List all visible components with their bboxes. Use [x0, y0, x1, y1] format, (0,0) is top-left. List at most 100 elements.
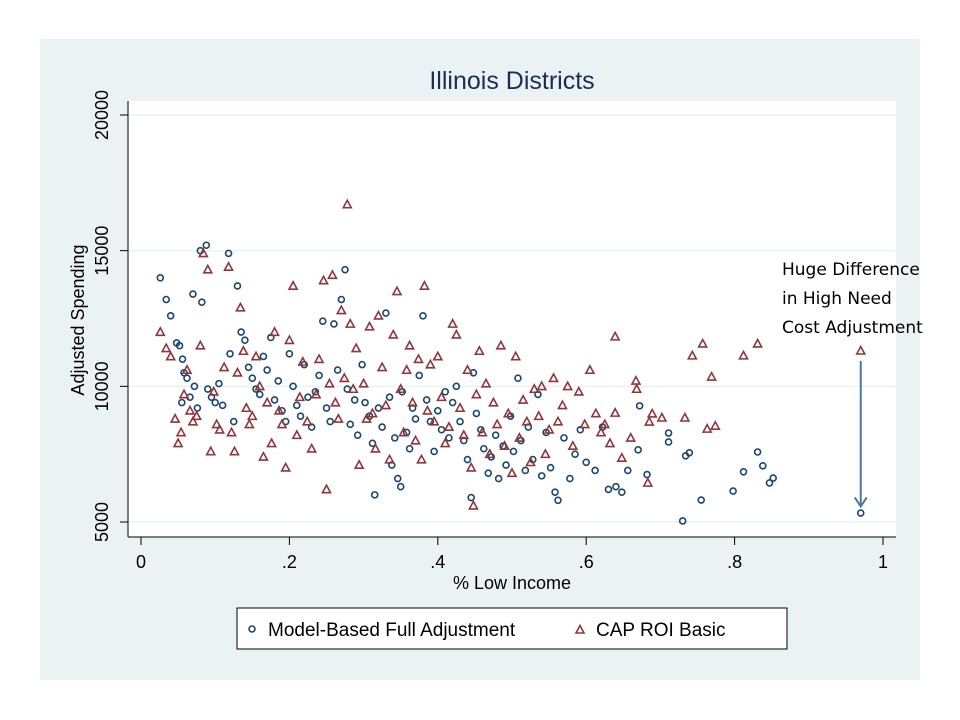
- data-point-model-based: [337, 295, 346, 304]
- data-point-model-based: [463, 455, 472, 464]
- data-point-cap-roi: [474, 345, 485, 356]
- data-point-model-based: [178, 398, 186, 407]
- data-point-cap-roi: [465, 461, 477, 472]
- data-point-cap-roi: [184, 404, 196, 415]
- data-point-model-based: [411, 415, 420, 423]
- data-point-model-based: [623, 466, 632, 475]
- data-point-cap-roi: [567, 440, 579, 451]
- data-point-model-based: [378, 423, 386, 431]
- data-point-cap-roi: [709, 420, 721, 430]
- data-points: [154, 198, 867, 525]
- data-point-cap-roi: [178, 388, 190, 399]
- data-point-cap-roi: [462, 364, 473, 375]
- data-point-model-based: [203, 385, 212, 393]
- data-point-cap-roi: [525, 456, 536, 467]
- data-point-model-based: [289, 382, 297, 391]
- data-point-cap-roi: [241, 402, 252, 413]
- data-point-cap-roi: [191, 410, 202, 421]
- data-point-cap-roi: [341, 198, 353, 209]
- data-point-cap-roi: [599, 418, 611, 429]
- data-point-model-based: [415, 371, 424, 380]
- data-point-cap-roi: [510, 350, 522, 361]
- data-point-cap-roi: [656, 411, 668, 422]
- data-point-model-based: [202, 241, 211, 250]
- data-point-cap-roi: [499, 440, 510, 451]
- data-point-model-based: [546, 463, 555, 472]
- data-point-model-based: [729, 487, 737, 495]
- data-point-cap-roi: [208, 385, 220, 396]
- data-point-model-based: [422, 396, 431, 404]
- data-point-cap-roi: [367, 407, 378, 418]
- data-point-model-based: [502, 461, 510, 469]
- data-point-cap-roi: [232, 366, 243, 377]
- data-point-model-based: [390, 434, 399, 442]
- data-point-cap-roi: [679, 411, 691, 422]
- data-point-cap-roi: [294, 391, 306, 402]
- y-axis-title: Adjusted Spending: [68, 244, 88, 395]
- data-point-cap-roi: [321, 483, 332, 494]
- data-point-model-based: [393, 474, 402, 483]
- data-point-model-based: [293, 401, 301, 410]
- data-point-cap-roi: [154, 326, 166, 337]
- data-point-cap-roi: [517, 394, 529, 404]
- data-point-model-based: [296, 412, 305, 420]
- data-point-model-based: [156, 273, 165, 282]
- data-point-cap-roi: [562, 380, 573, 391]
- data-point-model-based: [285, 349, 294, 358]
- data-point-cap-roi: [436, 391, 447, 402]
- data-point-cap-roi: [387, 328, 399, 339]
- data-point-cap-roi: [533, 410, 545, 421]
- y-tick-label: 20000: [92, 90, 112, 140]
- data-point-cap-roi: [202, 263, 214, 274]
- data-point-cap-roi: [169, 413, 181, 423]
- data-point-model-based: [612, 482, 620, 491]
- data-point-model-based: [456, 417, 464, 426]
- data-point-model-based: [361, 398, 369, 407]
- data-point-model-based: [618, 488, 626, 496]
- data-point-cap-roi: [373, 309, 384, 320]
- data-point-cap-roi: [361, 413, 372, 423]
- data-point-model-based: [753, 448, 762, 456]
- data-point-cap-roi: [495, 339, 507, 350]
- data-point-model-based: [643, 470, 651, 479]
- data-point-cap-roi: [413, 353, 424, 364]
- data-point-cap-roi: [398, 426, 410, 437]
- data-point-cap-roi: [506, 467, 518, 478]
- x-tick-label: .8: [727, 552, 742, 572]
- data-point-cap-roi: [229, 445, 240, 456]
- data-point-cap-roi: [172, 437, 184, 448]
- data-point-cap-roi: [686, 349, 698, 360]
- data-point-cap-roi: [301, 415, 313, 426]
- data-point-cap-roi: [333, 413, 344, 423]
- data-point-cap-roi: [327, 269, 338, 280]
- annotation-line-3: Cost Adjustment: [782, 318, 923, 338]
- legend-marker-triangle: [574, 623, 586, 634]
- data-point-model-based: [382, 309, 390, 317]
- data-point-cap-roi: [218, 361, 230, 372]
- data-point-cap-roi: [419, 280, 430, 290]
- data-point-cap-roi: [422, 404, 433, 415]
- data-point-cap-roi: [468, 499, 479, 510]
- y-tick-labels: 5000 10000 15000 20000: [92, 90, 112, 542]
- data-point-cap-roi: [246, 410, 258, 421]
- data-point-cap-roi: [573, 385, 585, 396]
- data-point-cap-roi: [609, 407, 621, 417]
- data-point-cap-roi: [428, 415, 440, 426]
- data-point-model-based: [509, 447, 518, 456]
- data-point-cap-roi: [701, 423, 713, 433]
- data-point-cap-roi: [425, 358, 436, 369]
- data-point-cap-roi: [443, 421, 455, 432]
- data-point-cap-roi: [376, 361, 388, 372]
- data-point-cap-roi: [358, 377, 369, 388]
- data-point-model-based: [582, 458, 591, 467]
- data-point-model-based: [244, 363, 253, 372]
- data-point-cap-roi: [160, 342, 172, 353]
- data-point-model-based: [472, 409, 481, 418]
- data-point-cap-roi: [604, 437, 616, 448]
- data-point-model-based: [183, 374, 191, 382]
- data-point-cap-roi: [514, 432, 525, 442]
- data-point-cap-roi: [287, 280, 299, 290]
- data-point-cap-roi: [540, 448, 551, 459]
- x-tick-label: 0: [136, 552, 146, 572]
